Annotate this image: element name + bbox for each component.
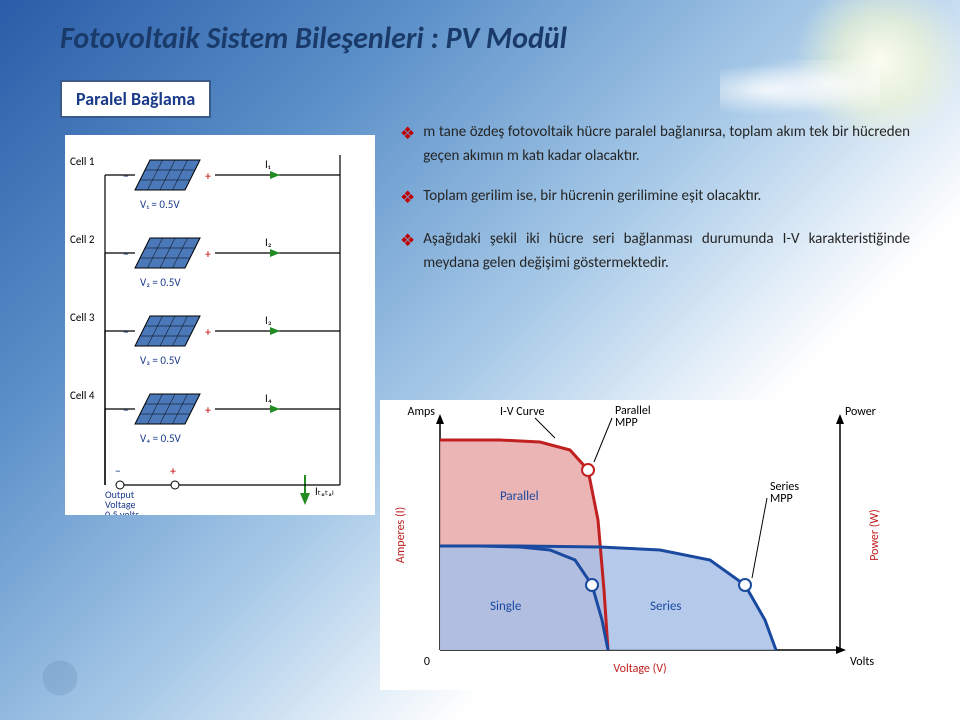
single-label: Single <box>490 599 521 614</box>
total-current-label: Iₜₒₜₐₗ <box>315 485 334 498</box>
svg-text:V₂ = 0.5V: V₂ = 0.5V <box>140 276 181 289</box>
series-label: Series <box>650 599 682 614</box>
svg-text:MPP: MPP <box>770 492 793 506</box>
amps-label: Amps <box>408 405 436 419</box>
body-text: ❖m tane özdeş fotovoltaik hücre paralel … <box>400 120 910 291</box>
svg-text:V₁ = 0.5V: V₁ = 0.5V <box>140 198 180 211</box>
output-label-3: 0.5 volts <box>105 508 139 515</box>
page-title: Fotovoltaik Sistem Bileşenleri : PV Modü… <box>60 20 567 57</box>
volts-label: Volts <box>850 655 874 669</box>
y-right-label: Power (W) <box>868 509 882 561</box>
logo-watermark <box>30 648 90 708</box>
svg-text:+: + <box>205 404 211 418</box>
svg-text:V₄ = 0.5V: V₄ = 0.5V <box>140 432 182 445</box>
bullet-text-3: Aşağıdaki şekil iki hücre seri bağlanmas… <box>423 227 910 275</box>
svg-text:Cell 4: Cell 4 <box>70 389 95 402</box>
bullet-text-2: Toplam gerilim ise, bir hücrenin gerilim… <box>423 184 761 211</box>
output-plus: + <box>170 465 176 479</box>
svg-text:−: − <box>123 170 129 184</box>
iv-chart: Amps Power Volts 0 Voltage (V) Amperes (… <box>380 400 920 690</box>
bullet-icon: ❖ <box>400 120 415 168</box>
zero-label: 0 <box>424 655 430 669</box>
svg-text:−: − <box>123 248 129 262</box>
iv-curve-label: I-V Curve <box>500 405 545 419</box>
output-minus: − <box>115 465 121 479</box>
svg-text:Cell 1: Cell 1 <box>70 155 95 168</box>
bullet-icon: ❖ <box>400 227 415 275</box>
svg-text:I₃: I₃ <box>265 314 272 327</box>
bullet-text-1: m tane özdeş fotovoltaik hücre paralel b… <box>423 120 910 168</box>
svg-text:I₁: I₁ <box>265 158 271 171</box>
svg-text:I₂: I₂ <box>265 236 272 249</box>
circuit-diagram: Cell 1 − + I₁ V₁ = 0.5V Cell 2 − + I₂ V₂ = 0.5V Ce… <box>65 135 375 515</box>
svg-text:V₃ = 0.5V: V₃ = 0.5V <box>140 354 181 367</box>
svg-text:−: − <box>123 404 129 418</box>
parallel-label: Parallel <box>500 489 539 504</box>
svg-text:+: + <box>205 326 211 340</box>
subtitle-box: Paralel Bağlama <box>60 80 211 118</box>
svg-text:I₄: I₄ <box>265 392 272 405</box>
x-axis-label: Voltage (V) <box>613 662 666 676</box>
bullet-icon: ❖ <box>400 184 415 211</box>
clouds <box>720 60 880 120</box>
svg-text:Cell 2: Cell 2 <box>70 233 95 246</box>
svg-text:Cell 3: Cell 3 <box>70 311 95 324</box>
svg-text:−: − <box>123 326 129 340</box>
y-left-label: Amperes (I) <box>394 507 408 564</box>
svg-text:MPP: MPP <box>615 416 638 430</box>
svg-text:+: + <box>205 170 211 184</box>
svg-text:+: + <box>205 248 211 262</box>
power-label: Power <box>845 405 876 419</box>
